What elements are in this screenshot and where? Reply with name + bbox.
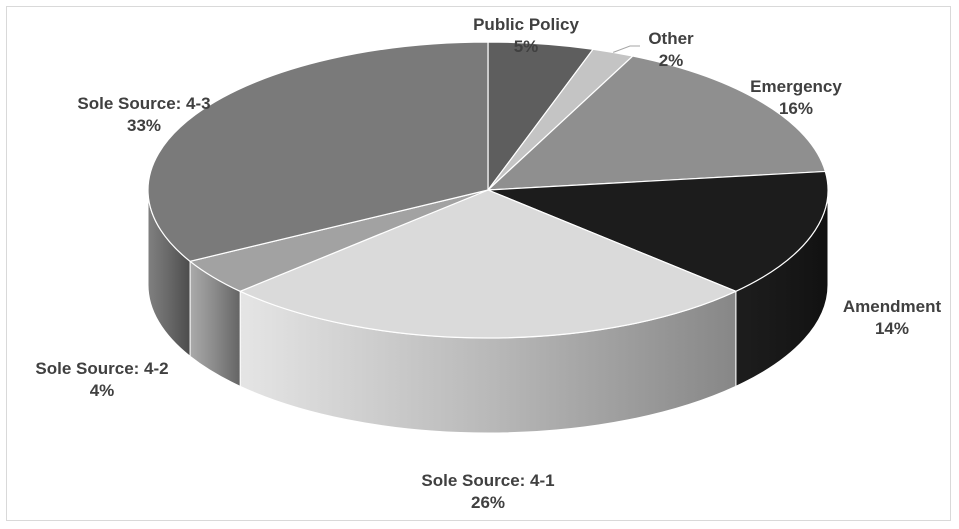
- label-sole-source-4-1-value: 26%: [470, 493, 506, 512]
- label-amendment-value: 14%: [874, 319, 910, 338]
- label-amendment: Amendment 14%: [843, 296, 941, 340]
- label-sole-source-4-2-name: Sole Source: 4-2: [35, 359, 169, 378]
- label-emergency-value: 16%: [778, 99, 814, 118]
- label-emergency: Emergency 16%: [750, 76, 842, 120]
- slice-sole-source-4-3: [147, 41, 489, 262]
- label-other: Other 2%: [648, 28, 693, 72]
- label-other-name: Other: [648, 29, 694, 48]
- label-emergency-name: Emergency: [750, 77, 842, 96]
- label-sole-source-4-3: Sole Source: 4-3 33%: [77, 93, 210, 137]
- slice-emergency: [486, 55, 827, 191]
- label-amendment-name: Amendment: [842, 297, 942, 316]
- label-sole-source-4-1-name: Sole Source: 4-1: [421, 471, 555, 490]
- label-public-policy-value: 5%: [513, 37, 539, 56]
- leader-line-other: [612, 45, 640, 53]
- label-public-policy-name: Public Policy: [473, 15, 579, 34]
- pie-top-faces: [147, 41, 829, 339]
- slice-amendment: [487, 170, 829, 292]
- label-sole-source-4-3-name: Sole Source: 4-3: [77, 94, 211, 113]
- label-sole-source-4-3-value: 33%: [126, 116, 162, 135]
- label-other-value: 2%: [658, 51, 684, 70]
- label-sole-source-4-1: Sole Source: 4-1 26%: [421, 470, 554, 514]
- label-public-policy: Public Policy 5%: [473, 14, 579, 58]
- slice-sole-source-4-1: [238, 189, 738, 339]
- label-sole-source-4-2-value: 4%: [89, 381, 115, 400]
- label-sole-source-4-2: Sole Source: 4-2 4%: [35, 358, 168, 402]
